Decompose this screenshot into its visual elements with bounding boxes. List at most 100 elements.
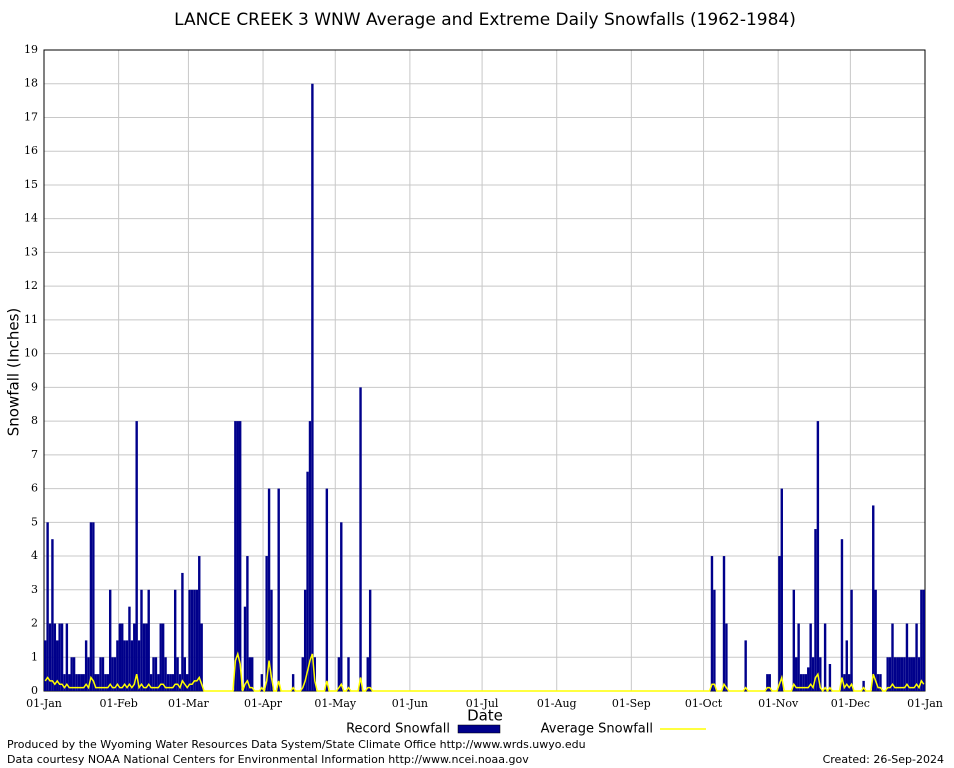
bar: [303, 589, 307, 691]
bar: [140, 589, 143, 691]
y-tick-label: 14: [24, 212, 38, 225]
bar: [809, 623, 812, 691]
bar: [850, 589, 853, 691]
bar: [84, 640, 88, 691]
y-tick-label: 16: [24, 144, 38, 157]
bar: [915, 623, 918, 691]
bar: [157, 674, 160, 691]
bar: [908, 657, 911, 691]
bar: [248, 657, 252, 691]
y-axis-label: Snowfall (Inches): [5, 308, 23, 436]
bar: [101, 657, 105, 691]
bar: [797, 623, 800, 691]
bar: [876, 674, 880, 691]
bar: [900, 657, 904, 691]
bar: [171, 674, 174, 691]
bar: [130, 640, 134, 691]
bar: [922, 589, 925, 691]
bar: [265, 556, 268, 691]
bar: [722, 556, 726, 691]
y-tick-label: 5: [31, 515, 38, 528]
y-tick-label: 17: [24, 110, 38, 123]
bar: [186, 674, 189, 691]
x-tick-label: 01-Jul: [466, 697, 499, 710]
bar: [710, 556, 714, 691]
y-tick-label: 4: [31, 549, 38, 562]
bar: [193, 589, 196, 691]
bar: [82, 674, 85, 691]
bar: [96, 674, 100, 691]
bar: [359, 387, 362, 691]
legend-label: Record Snowfall: [346, 722, 450, 737]
bar: [896, 657, 899, 691]
bar: [145, 623, 148, 691]
y-tick-label: 11: [24, 313, 38, 326]
bar: [888, 657, 892, 691]
bar: [118, 623, 122, 691]
bar: [325, 488, 329, 691]
bar: [879, 674, 882, 691]
bar: [920, 589, 923, 691]
bar: [72, 657, 76, 691]
y-tick-label: 8: [31, 414, 38, 427]
bar: [238, 421, 242, 691]
x-tick-label: 01-Jun: [392, 697, 428, 710]
bar: [44, 640, 47, 691]
bar: [847, 674, 851, 691]
bar: [792, 589, 796, 691]
x-tick-label: 01-Jan: [907, 697, 943, 710]
bar: [872, 505, 875, 691]
x-tick-label: 01-Oct: [685, 697, 723, 710]
bar: [251, 657, 254, 691]
bar: [811, 657, 815, 691]
bar: [308, 421, 312, 691]
bar: [116, 640, 119, 691]
footer-note: Data courtesy NOAA National Centers for …: [7, 753, 529, 766]
bar: [159, 623, 162, 691]
bar: [80, 674, 83, 691]
bar: [243, 606, 247, 691]
x-tick-label: 01-Feb: [99, 697, 137, 710]
bar: [104, 674, 107, 691]
y-tick-label: 12: [24, 279, 38, 292]
y-tick-label: 18: [24, 77, 38, 90]
bar: [161, 623, 165, 691]
bar: [94, 674, 97, 691]
bar: [814, 529, 817, 691]
footer-note: Produced by the Wyoming Water Resources …: [7, 738, 586, 751]
bar: [53, 623, 57, 691]
bar: [780, 488, 783, 691]
bar: [270, 589, 273, 691]
bar: [152, 657, 155, 691]
bar: [173, 589, 177, 691]
bar: [106, 674, 109, 691]
bar: [75, 674, 78, 691]
bar: [154, 657, 158, 691]
bar: [137, 640, 141, 691]
bar: [113, 657, 117, 691]
x-tick-label: 01-Aug: [537, 697, 577, 710]
bar: [891, 623, 894, 691]
created-date: Created: 26-Sep-2024: [823, 753, 944, 766]
bar: [166, 674, 170, 691]
y-tick-label: 15: [24, 178, 38, 191]
bar: [77, 674, 81, 691]
bar: [128, 606, 131, 691]
bar: [125, 640, 129, 691]
y-tick-label: 19: [24, 43, 38, 56]
bar: [903, 657, 906, 691]
bar: [893, 657, 897, 691]
x-tick-label: 01-May: [314, 697, 357, 710]
bar: [87, 657, 90, 691]
bar: [164, 657, 167, 691]
bar: [188, 589, 191, 691]
y-tick-label: 13: [24, 245, 38, 258]
bar: [70, 657, 73, 691]
bar: [912, 657, 916, 691]
bar: [169, 674, 172, 691]
bar: [301, 657, 304, 691]
bar: [190, 589, 194, 691]
bar: [65, 623, 69, 691]
x-tick-label: 01-Nov: [758, 697, 799, 710]
